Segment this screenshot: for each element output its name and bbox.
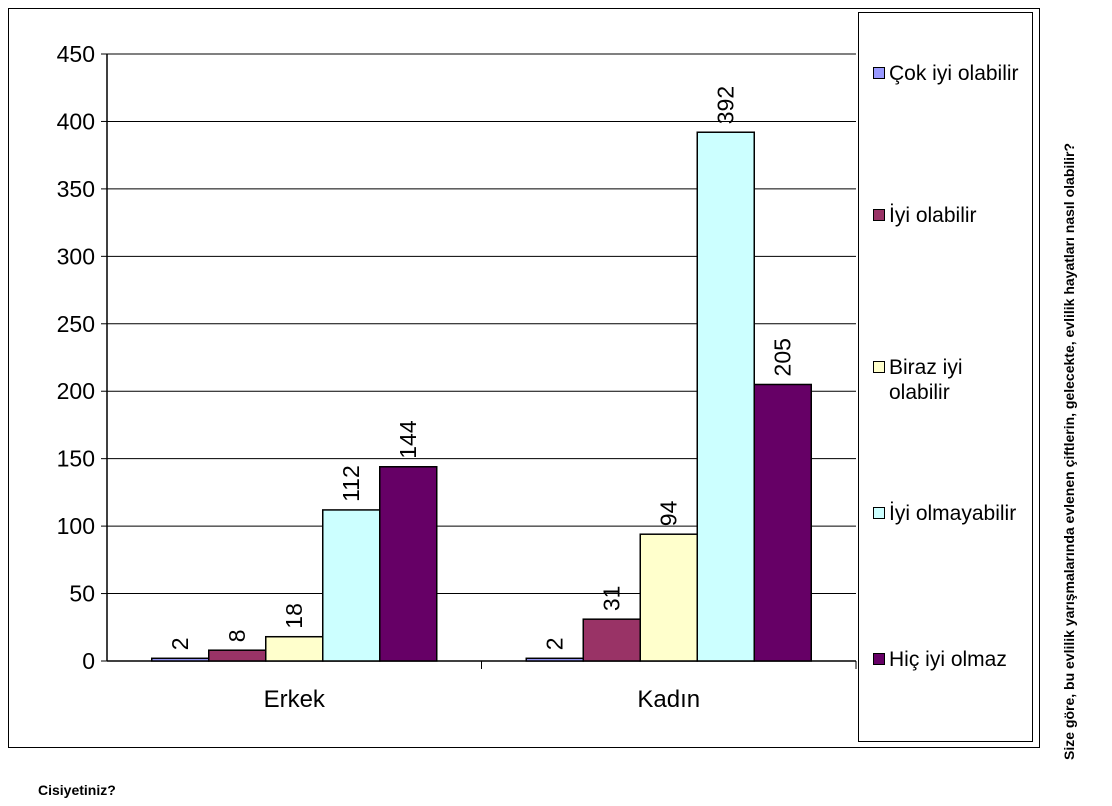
data-label: 144: [395, 420, 421, 459]
legend-label: Çok iyi olabilir: [889, 62, 1019, 85]
side-question-title: Size göre, bu evlilik yarışmalarında evl…: [1061, 142, 1077, 760]
x-category-label: Erkek: [264, 686, 326, 713]
y-tick-label: 450: [57, 41, 95, 67]
legend-label: Hiç iyi olmaz: [889, 648, 1007, 671]
legend-item: İyi olabilir: [873, 203, 1028, 228]
legend-item: Biraz iyi olabilir: [873, 355, 1028, 405]
legend-swatch: [873, 67, 885, 79]
legend-swatch: [873, 209, 885, 221]
bar: [753, 383, 812, 662]
data-label: 2: [167, 638, 193, 651]
legend-item: Hiç iyi olmaz: [873, 647, 1028, 672]
y-tick-label: 50: [69, 581, 95, 607]
legend-item: Çok iyi olabilir: [873, 61, 1028, 86]
bar: [379, 466, 438, 662]
legend: Çok iyi olabilir İyi olabilir Biraz iyi ol…: [858, 12, 1033, 742]
bar: [208, 649, 267, 662]
bar: [582, 618, 641, 662]
footer-question: Cisiyetiniz?: [38, 782, 116, 798]
legend-label: İyi olabilir: [889, 204, 977, 227]
data-label: 2: [542, 638, 568, 651]
y-tick-label: 400: [57, 108, 95, 134]
data-label: 392: [713, 86, 739, 124]
legend-swatch: [873, 653, 885, 665]
y-tick-label: 200: [57, 378, 95, 404]
bar: [525, 657, 584, 662]
legend-swatch: [873, 361, 885, 373]
data-label: 205: [770, 338, 796, 376]
y-tick-label: 350: [57, 176, 95, 202]
bar: [696, 131, 755, 662]
bar: [322, 509, 381, 662]
y-tick-label: 250: [57, 311, 95, 337]
x-category-label: Kadın: [637, 686, 700, 713]
bar: [265, 635, 324, 662]
legend-item: İyi olmayabilir: [873, 501, 1028, 526]
y-tick-label: 300: [57, 243, 95, 269]
y-tick-label: 100: [57, 513, 95, 539]
legend-swatch: [873, 507, 885, 519]
data-label: 112: [338, 465, 364, 502]
legend-label: Biraz iyi olabilir: [889, 356, 963, 404]
bar: [151, 657, 210, 662]
bar: [639, 533, 698, 662]
data-label: 18: [281, 603, 307, 629]
data-label: 31: [599, 586, 625, 612]
bar-chart: 0 50 100 150 200 250 300 350 400 450 2 8 18 112 144 Erk…: [57, 41, 857, 713]
legend-label: İyi olmayabilir: [889, 502, 1017, 525]
y-tick-label: 0: [82, 648, 95, 674]
data-label: 94: [656, 500, 682, 526]
y-tick-label: 150: [57, 446, 95, 472]
data-label: 8: [224, 629, 250, 642]
